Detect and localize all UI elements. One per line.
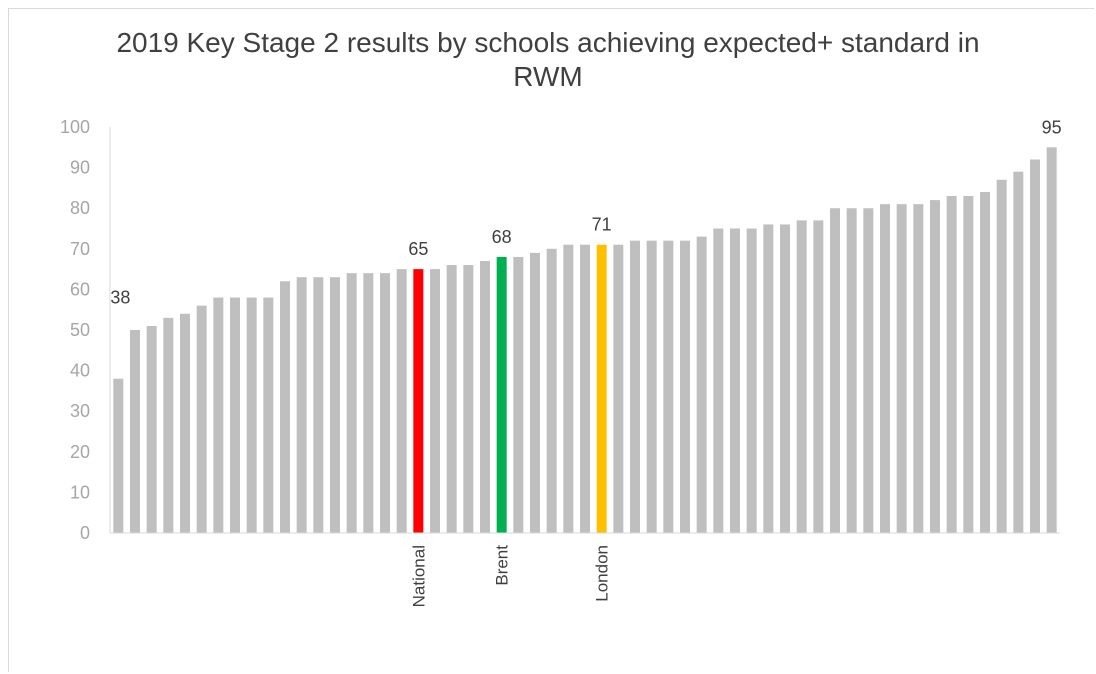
bar bbox=[380, 273, 390, 533]
bar bbox=[1030, 159, 1040, 534]
bar bbox=[963, 196, 974, 533]
y-tick-label: 0 bbox=[80, 523, 90, 543]
bar bbox=[630, 240, 640, 533]
bar bbox=[196, 305, 207, 533]
y-tick-label: 60 bbox=[70, 279, 90, 299]
bar bbox=[1046, 147, 1057, 534]
bar bbox=[430, 269, 440, 533]
bar bbox=[213, 297, 224, 533]
y-tick-label: 20 bbox=[70, 442, 90, 462]
bar bbox=[796, 220, 807, 533]
bar bbox=[480, 260, 490, 533]
data-label: 38 bbox=[110, 288, 130, 308]
bar bbox=[363, 273, 374, 533]
y-tick-label: 100 bbox=[60, 117, 90, 137]
chart-title-line-2: RWM bbox=[513, 61, 583, 92]
data-label: 68 bbox=[492, 227, 512, 247]
bar bbox=[613, 244, 624, 534]
y-tick-label: 50 bbox=[70, 320, 90, 340]
bar bbox=[830, 208, 840, 533]
bar bbox=[280, 281, 290, 533]
category-label: London bbox=[593, 545, 612, 602]
bar bbox=[413, 269, 424, 533]
bar bbox=[546, 248, 557, 534]
bar bbox=[113, 378, 124, 533]
y-tick-label: 10 bbox=[70, 482, 90, 502]
data-label: 95 bbox=[1042, 117, 1062, 137]
bar bbox=[996, 179, 1007, 533]
chart-title-line-1: 2019 Key Stage 2 results by schools achi… bbox=[116, 27, 980, 58]
bar bbox=[696, 236, 707, 533]
bar bbox=[396, 269, 407, 533]
bar bbox=[180, 313, 190, 533]
bar bbox=[596, 244, 607, 534]
bar bbox=[496, 256, 507, 533]
bar bbox=[1013, 171, 1024, 533]
bar bbox=[713, 228, 724, 533]
bar bbox=[580, 244, 590, 534]
bar bbox=[563, 244, 574, 534]
y-tick-label: 80 bbox=[70, 198, 90, 218]
bar bbox=[463, 265, 474, 533]
category-label: Brent bbox=[493, 545, 512, 586]
chart-title: 2019 Key Stage 2 results by schools achi… bbox=[0, 26, 1096, 94]
y-tick-label: 90 bbox=[70, 158, 90, 178]
bar bbox=[746, 228, 757, 533]
bar bbox=[880, 204, 890, 533]
bar bbox=[130, 330, 140, 533]
bar bbox=[846, 208, 857, 533]
bar bbox=[763, 224, 774, 533]
bar bbox=[263, 297, 274, 533]
bar bbox=[780, 224, 790, 533]
bar bbox=[530, 252, 540, 534]
y-tick-label: 40 bbox=[70, 361, 90, 381]
data-label: 65 bbox=[408, 239, 428, 259]
bar bbox=[163, 317, 174, 533]
bar bbox=[980, 191, 990, 533]
bar bbox=[730, 228, 740, 533]
data-label: 71 bbox=[592, 215, 612, 235]
bar bbox=[513, 256, 524, 533]
bar bbox=[146, 325, 157, 533]
bar bbox=[913, 204, 924, 533]
category-label: National bbox=[409, 545, 428, 607]
bar bbox=[346, 273, 357, 533]
bar bbox=[296, 277, 307, 533]
bar bbox=[896, 204, 907, 533]
bar bbox=[946, 196, 957, 533]
bar bbox=[330, 277, 340, 533]
bar bbox=[930, 200, 940, 533]
bar bbox=[646, 240, 657, 533]
bar bbox=[246, 297, 257, 533]
bar bbox=[680, 240, 690, 533]
bar bbox=[446, 265, 457, 533]
bar bbox=[663, 240, 674, 533]
bar bbox=[230, 297, 240, 533]
chart-frame bbox=[8, 8, 1094, 672]
y-tick-label: 30 bbox=[70, 401, 90, 421]
bar bbox=[813, 220, 824, 533]
bar bbox=[863, 208, 874, 533]
y-tick-label: 70 bbox=[70, 239, 90, 259]
bar bbox=[313, 277, 324, 533]
